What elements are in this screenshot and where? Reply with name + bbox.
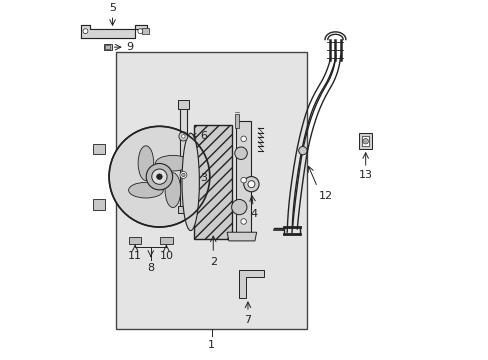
Text: 12: 12: [319, 190, 333, 201]
Circle shape: [241, 177, 246, 183]
Text: 8: 8: [147, 263, 154, 273]
Polygon shape: [226, 232, 256, 241]
Bar: [105, 45, 110, 49]
Text: 6: 6: [200, 131, 207, 141]
Bar: [160, 237, 172, 244]
Circle shape: [83, 29, 88, 33]
Circle shape: [231, 199, 246, 215]
Text: 1: 1: [207, 340, 215, 350]
Bar: [129, 237, 141, 244]
Polygon shape: [81, 24, 147, 38]
Bar: [103, 44, 111, 50]
Text: 7: 7: [244, 315, 251, 325]
Polygon shape: [239, 270, 263, 298]
Text: 3: 3: [200, 173, 207, 183]
Bar: [194, 125, 232, 239]
Circle shape: [247, 181, 254, 188]
Circle shape: [298, 147, 306, 155]
Text: 11: 11: [128, 251, 142, 261]
Bar: [116, 52, 306, 329]
Circle shape: [241, 136, 246, 141]
Ellipse shape: [155, 156, 190, 171]
Bar: [235, 114, 238, 128]
Text: 2: 2: [209, 257, 216, 266]
Bar: [180, 107, 186, 211]
Circle shape: [156, 174, 162, 179]
Circle shape: [181, 173, 185, 177]
Circle shape: [180, 171, 186, 179]
Text: 10: 10: [159, 251, 173, 261]
Circle shape: [151, 169, 167, 184]
Circle shape: [179, 132, 187, 141]
Ellipse shape: [165, 173, 181, 207]
Circle shape: [234, 147, 247, 159]
Text: 9: 9: [126, 42, 133, 52]
Circle shape: [362, 139, 367, 144]
FancyBboxPatch shape: [93, 144, 104, 154]
Circle shape: [181, 135, 185, 138]
Bar: [178, 100, 188, 109]
Text: 13: 13: [358, 170, 372, 180]
Bar: [358, 133, 371, 149]
Text: 5: 5: [109, 4, 116, 13]
Circle shape: [146, 163, 172, 190]
Circle shape: [241, 219, 246, 224]
Circle shape: [138, 29, 142, 33]
Text: 4: 4: [250, 209, 257, 219]
Circle shape: [244, 176, 259, 192]
Ellipse shape: [138, 146, 153, 180]
FancyBboxPatch shape: [93, 199, 104, 210]
Ellipse shape: [182, 133, 199, 230]
Circle shape: [109, 126, 209, 227]
Bar: [142, 28, 149, 34]
Bar: [178, 206, 188, 213]
Bar: [235, 121, 251, 239]
Bar: [361, 136, 369, 146]
Ellipse shape: [128, 183, 163, 198]
